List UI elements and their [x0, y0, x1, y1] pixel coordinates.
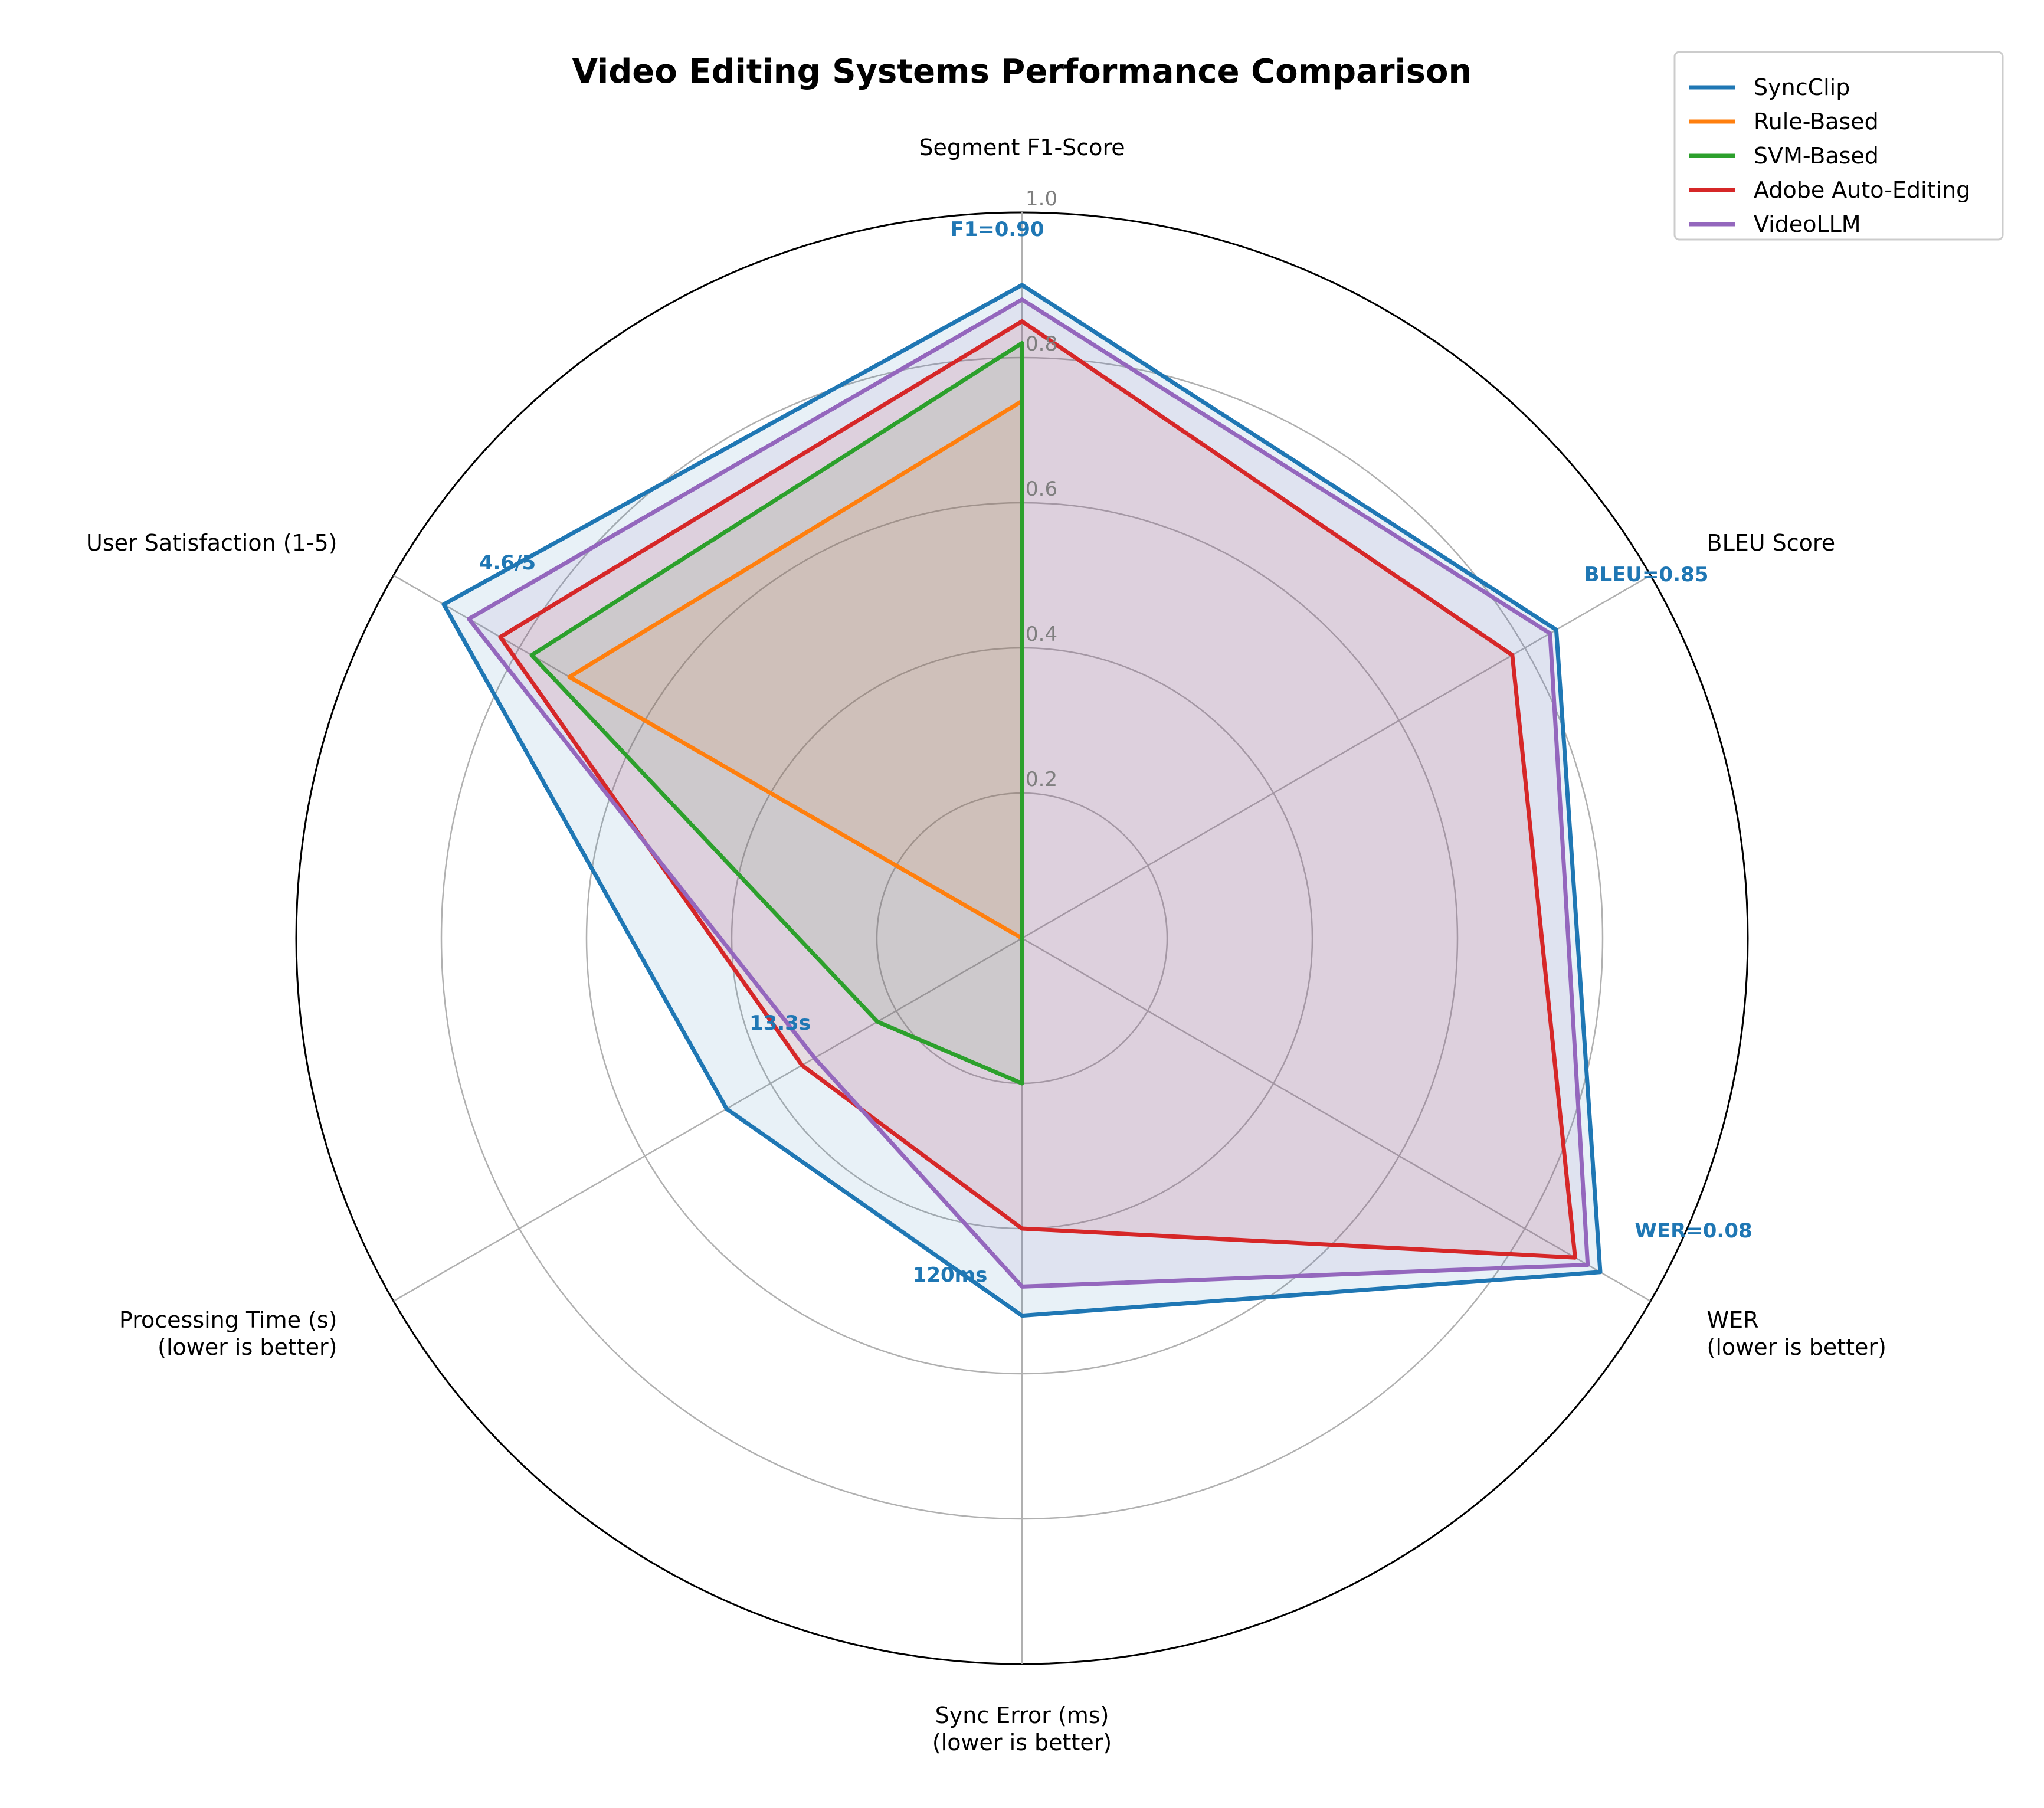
- rtick-label: 1.0: [1026, 187, 1057, 211]
- rtick-label: 0.8: [1026, 332, 1057, 356]
- axis-label-line: Sync Error (ms): [935, 1702, 1109, 1728]
- annotation-seg_f1: F1=0.90: [950, 218, 1044, 241]
- axis-label-line: (lower is better): [158, 1334, 337, 1360]
- series-fill-1: [569, 401, 1022, 938]
- legend-entry-3: Adobe Auto-Editing: [1754, 177, 1970, 203]
- axis-label-line: User Satisfaction (1-5): [86, 530, 338, 556]
- legend-entry-1: Rule-Based: [1754, 109, 1879, 135]
- annotations: F1=0.90 BLEU=0.85 WER=0.08 120ms 13.3s 4.6/5: [479, 218, 1753, 1287]
- legend-frame: [1673, 51, 2004, 241]
- legend: SyncClip Rule-Based SVM-Based Adobe Auto-Ed…: [1673, 51, 2004, 241]
- axis-label-wer: WER (lower is better): [1707, 1307, 1886, 1360]
- annotation-processing_time: 13.3s: [749, 1011, 811, 1035]
- axis-label-user_satisfaction: User Satisfaction (1-5): [86, 530, 338, 556]
- spoke-processing_time: [393, 937, 1023, 1302]
- chart-title: Video Editing Systems Performance Compar…: [572, 53, 1472, 91]
- annotation-bleu: BLEU=0.85: [1584, 563, 1709, 587]
- series-line-4: [467, 297, 1590, 1289]
- series-line-0: [441, 283, 1603, 1318]
- annotation-user_satisfaction: 4.6/5: [479, 551, 536, 575]
- legend-entry-2: SVM-Based: [1754, 143, 1879, 169]
- axis-label-sync_error: Sync Error (ms) (lower is better): [932, 1702, 1112, 1755]
- axis-label-processing_time: Processing Time (s) (lower is better): [119, 1307, 338, 1360]
- rtick-label: 0.6: [1026, 477, 1057, 501]
- rtick-label: 0.2: [1026, 768, 1057, 791]
- spoke-bleu: [1021, 574, 1651, 939]
- rtick-label: 0.4: [1026, 623, 1057, 646]
- axis-label-bleu: BLEU Score: [1707, 530, 1836, 556]
- series-line-2: [529, 340, 1024, 1086]
- legend-entry-4: VideoLLM: [1754, 211, 1861, 237]
- radial-tick-labels: 0.2 0.4 0.6 0.8 1.0: [1026, 187, 1057, 791]
- series-line-3: [498, 319, 1577, 1260]
- axis-label-seg_f1: Segment F1-Score: [919, 135, 1125, 161]
- axis-label-line: (lower is better): [1707, 1334, 1886, 1360]
- axis-label-line: BLEU Score: [1707, 530, 1836, 556]
- series-fill-4: [469, 299, 1588, 1287]
- axis-label-line: Processing Time (s): [119, 1307, 338, 1333]
- axis-label-line: Segment F1-Score: [919, 135, 1125, 161]
- axis-label-line: (lower is better): [932, 1730, 1112, 1755]
- annotation-sync_error: 120ms: [913, 1263, 988, 1287]
- spoke-wer: [1021, 937, 1651, 1302]
- legend-entry-0: SyncClip: [1754, 74, 1850, 100]
- axis-label-line: WER: [1707, 1307, 1759, 1333]
- series-lines: [441, 283, 1603, 1318]
- series-fill-2: [532, 343, 1022, 1083]
- annotation-wer: WER=0.08: [1634, 1219, 1752, 1243]
